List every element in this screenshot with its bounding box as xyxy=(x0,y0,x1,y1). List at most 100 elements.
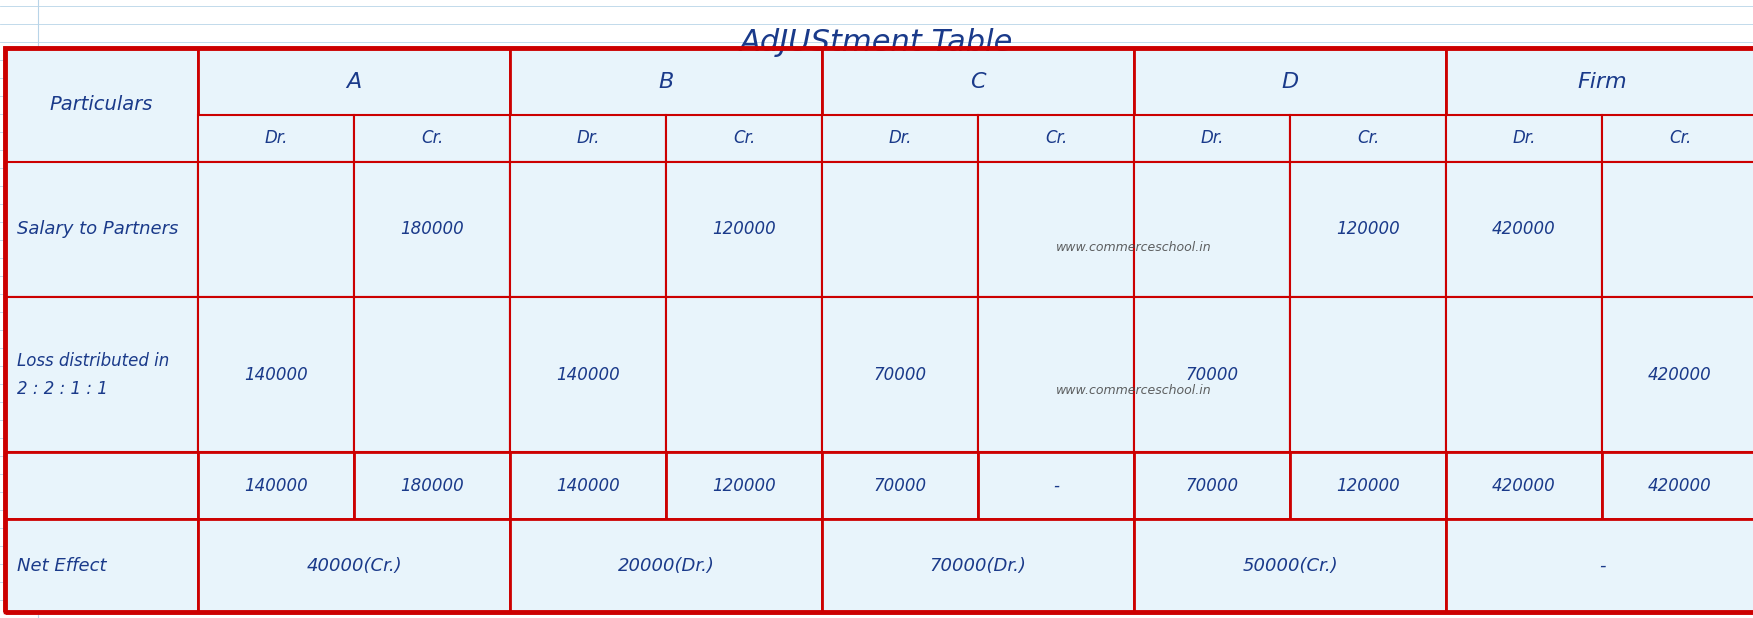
Bar xyxy=(510,452,666,519)
Bar xyxy=(1290,452,1446,519)
Text: Dr.: Dr. xyxy=(265,129,287,147)
Bar xyxy=(978,297,1134,452)
Text: Cr.: Cr. xyxy=(1669,129,1692,147)
Bar xyxy=(1290,297,1446,452)
Bar xyxy=(978,115,1134,161)
Bar xyxy=(198,452,354,519)
Bar xyxy=(1602,452,1753,519)
Bar xyxy=(666,452,822,519)
Bar xyxy=(1602,115,1753,161)
Bar xyxy=(1134,115,1290,161)
Text: 70000: 70000 xyxy=(873,476,927,494)
Bar xyxy=(354,297,510,452)
Text: 2 : 2 : 1 : 1: 2 : 2 : 1 : 1 xyxy=(18,379,109,397)
Bar xyxy=(510,161,666,297)
Bar xyxy=(198,297,354,452)
Bar xyxy=(5,519,198,612)
Text: Dr.: Dr. xyxy=(1513,129,1536,147)
Bar xyxy=(1446,452,1602,519)
Bar xyxy=(1134,161,1290,297)
Bar xyxy=(822,297,978,452)
Bar xyxy=(1134,297,1290,452)
Text: Firm: Firm xyxy=(1578,72,1627,91)
Text: 180000: 180000 xyxy=(400,221,465,239)
Text: 70000(Dr.): 70000(Dr.) xyxy=(929,557,1027,575)
Bar xyxy=(5,297,198,452)
Bar xyxy=(978,452,1134,519)
Text: 70000: 70000 xyxy=(1185,476,1239,494)
Text: www.commerceschool.in: www.commerceschool.in xyxy=(1057,241,1211,254)
Bar xyxy=(822,519,1134,612)
Text: Loss distributed in: Loss distributed in xyxy=(18,352,170,370)
Text: 120000: 120000 xyxy=(1336,476,1401,494)
Text: 120000: 120000 xyxy=(712,221,777,239)
Text: Cr.: Cr. xyxy=(733,129,756,147)
Text: 120000: 120000 xyxy=(712,476,777,494)
Bar xyxy=(5,452,198,519)
Text: Cr.: Cr. xyxy=(421,129,444,147)
Bar xyxy=(198,115,354,161)
Text: 140000: 140000 xyxy=(556,365,621,384)
Text: Particulars: Particulars xyxy=(49,95,153,114)
Text: Net Effect: Net Effect xyxy=(18,557,107,575)
Bar xyxy=(1134,452,1290,519)
Text: 420000: 420000 xyxy=(1648,365,1713,384)
Bar xyxy=(822,48,1134,115)
Text: 40000(Cr.): 40000(Cr.) xyxy=(307,557,401,575)
Text: Dr.: Dr. xyxy=(1201,129,1224,147)
Bar xyxy=(1290,161,1446,297)
Text: 180000: 180000 xyxy=(400,476,465,494)
Bar xyxy=(1134,48,1446,115)
Bar xyxy=(510,115,666,161)
Text: 50000(Cr.): 50000(Cr.) xyxy=(1243,557,1338,575)
Bar xyxy=(822,115,978,161)
Bar xyxy=(510,519,822,612)
Text: Dr.: Dr. xyxy=(577,129,600,147)
Bar xyxy=(354,115,510,161)
Text: 420000: 420000 xyxy=(1648,476,1713,494)
Text: Salary to Partners: Salary to Partners xyxy=(18,221,179,239)
Bar xyxy=(822,161,978,297)
Bar xyxy=(198,161,354,297)
Text: 420000: 420000 xyxy=(1492,476,1557,494)
Bar xyxy=(354,161,510,297)
Text: 140000: 140000 xyxy=(556,476,621,494)
Bar xyxy=(5,161,198,297)
Bar xyxy=(510,297,666,452)
Text: www.commerceschool.in: www.commerceschool.in xyxy=(1057,384,1211,397)
Bar xyxy=(198,48,510,115)
Bar xyxy=(1290,115,1446,161)
Text: 420000: 420000 xyxy=(1492,221,1557,239)
Text: Cr.: Cr. xyxy=(1357,129,1380,147)
Text: -: - xyxy=(1054,476,1059,494)
Text: 120000: 120000 xyxy=(1336,221,1401,239)
Text: A: A xyxy=(347,72,361,91)
Bar xyxy=(510,48,822,115)
Text: B: B xyxy=(659,72,673,91)
Text: C: C xyxy=(969,72,985,91)
Bar xyxy=(666,297,822,452)
Bar xyxy=(1446,297,1602,452)
Bar xyxy=(1602,161,1753,297)
Bar xyxy=(1446,48,1753,115)
Bar xyxy=(978,161,1134,297)
Bar xyxy=(822,452,978,519)
Text: AdJUStment Table: AdJUStment Table xyxy=(740,28,1013,57)
Bar xyxy=(1446,115,1602,161)
Bar xyxy=(198,519,510,612)
Text: 70000: 70000 xyxy=(873,365,927,384)
Text: 140000: 140000 xyxy=(244,476,309,494)
Bar xyxy=(666,115,822,161)
Text: 140000: 140000 xyxy=(244,365,309,384)
Text: D: D xyxy=(1281,72,1299,91)
Bar xyxy=(1446,161,1602,297)
Bar xyxy=(354,452,510,519)
Text: Cr.: Cr. xyxy=(1045,129,1068,147)
Text: -: - xyxy=(1599,557,1606,575)
Text: Dr.: Dr. xyxy=(889,129,912,147)
Text: 20000(Dr.): 20000(Dr.) xyxy=(617,557,715,575)
Text: 70000: 70000 xyxy=(1185,365,1239,384)
Bar xyxy=(1446,519,1753,612)
Bar xyxy=(1602,297,1753,452)
Bar xyxy=(666,161,822,297)
